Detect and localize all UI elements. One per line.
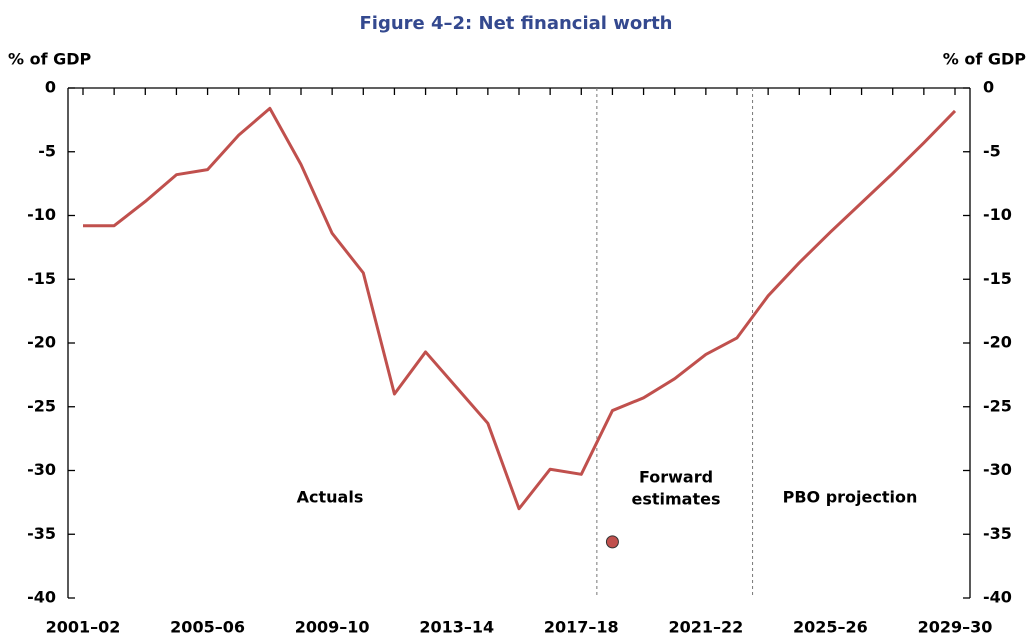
y-tick-label: -5 (38, 141, 56, 160)
y2-tick-label: 0 (983, 78, 994, 97)
x-tick-label: 2017–18 (544, 618, 619, 637)
x-tick-label: 2005–06 (170, 618, 245, 637)
x-tick-label: 2013–14 (419, 618, 494, 637)
y2-axis-label: % of GDP (943, 50, 1027, 69)
data-line (83, 106, 957, 511)
y-tick-label: 0 (45, 78, 56, 97)
y-tick-label: -35 (27, 524, 56, 543)
y-tick-label: -10 (27, 205, 56, 224)
x-tick-label: 2029–30 (918, 618, 993, 637)
y-axis-label: % of GDP (8, 50, 92, 69)
y2-tick-label: -5 (983, 141, 1001, 160)
x-tick-label: 2021–22 (668, 618, 743, 637)
y-tick-label: -25 (27, 396, 56, 415)
annotation: Actuals (297, 488, 364, 507)
y2-tick-label: -15 (983, 269, 1012, 288)
y-tick-label: -15 (27, 269, 56, 288)
annotation: PBO projection (783, 488, 918, 507)
y2-tick-label: -30 (983, 460, 1012, 479)
y2-tick-label: -25 (983, 396, 1012, 415)
x-tick-label: 2025–26 (793, 618, 868, 637)
annotation: estimates (632, 490, 721, 509)
chart-title: Figure 4–2: Net financial worth (359, 13, 672, 34)
y-tick-label: -20 (27, 333, 56, 352)
y2-tick-label: -35 (983, 524, 1012, 543)
annotation: Forward (639, 468, 713, 487)
y-tick-label: -30 (27, 460, 56, 479)
y-tick-label: -40 (27, 588, 56, 607)
x-tick-label: 2009–10 (295, 618, 370, 637)
y2-tick-label: -40 (983, 588, 1012, 607)
y2-tick-label: -10 (983, 205, 1012, 224)
y2-tick-label: -20 (983, 333, 1012, 352)
x-tick-label: 2001–02 (46, 618, 121, 637)
data-point (605, 535, 619, 549)
